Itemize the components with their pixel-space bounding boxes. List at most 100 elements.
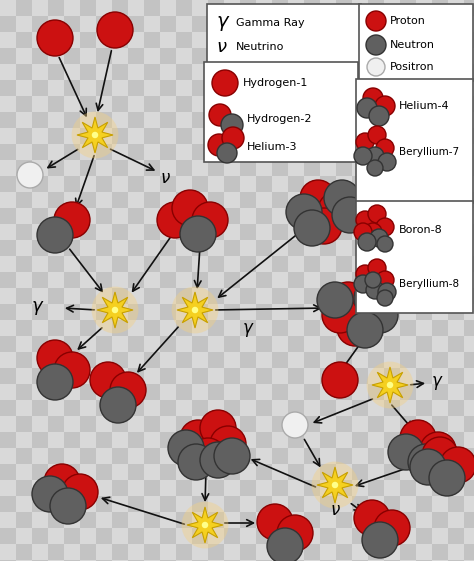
Bar (176, 272, 192, 288)
Bar (48, 416, 64, 432)
Bar (288, 0, 304, 16)
Bar (48, 288, 64, 304)
Circle shape (322, 297, 358, 333)
Text: $\gamma$: $\gamma$ (216, 13, 230, 33)
Bar (336, 208, 352, 224)
Bar (336, 224, 352, 240)
Bar (320, 384, 336, 400)
Bar (384, 528, 400, 544)
Circle shape (318, 192, 354, 228)
Circle shape (367, 58, 385, 76)
Polygon shape (317, 467, 353, 503)
Bar (256, 32, 272, 48)
Bar (320, 176, 336, 192)
Bar (144, 240, 160, 256)
Bar (64, 320, 80, 336)
Bar (160, 368, 176, 384)
Circle shape (368, 259, 386, 277)
Bar (96, 432, 112, 448)
Bar (16, 320, 32, 336)
Bar (384, 80, 400, 96)
Bar (112, 32, 128, 48)
Bar (400, 272, 416, 288)
Bar (0, 144, 16, 160)
Bar (0, 272, 16, 288)
Bar (352, 48, 368, 64)
Bar (288, 272, 304, 288)
Bar (64, 288, 80, 304)
Bar (144, 288, 160, 304)
Bar (112, 224, 128, 240)
Bar (288, 112, 304, 128)
Bar (176, 560, 192, 561)
Bar (224, 80, 240, 96)
FancyBboxPatch shape (356, 201, 473, 313)
Bar (32, 304, 48, 320)
Bar (352, 0, 368, 16)
Bar (32, 80, 48, 96)
Bar (416, 496, 432, 512)
Bar (432, 192, 448, 208)
Bar (416, 80, 432, 96)
Bar (384, 32, 400, 48)
Bar (384, 208, 400, 224)
Bar (208, 448, 224, 464)
Bar (256, 304, 272, 320)
Bar (336, 528, 352, 544)
Bar (64, 160, 80, 176)
Bar (448, 464, 464, 480)
Bar (96, 112, 112, 128)
Bar (224, 512, 240, 528)
Bar (224, 496, 240, 512)
Bar (320, 416, 336, 432)
Bar (16, 272, 32, 288)
Bar (96, 272, 112, 288)
Bar (192, 416, 208, 432)
Bar (224, 336, 240, 352)
Bar (304, 112, 320, 128)
Bar (304, 256, 320, 272)
Bar (0, 512, 16, 528)
Bar (288, 352, 304, 368)
Text: $\gamma$: $\gamma$ (242, 321, 254, 339)
Bar (32, 512, 48, 528)
Bar (336, 352, 352, 368)
Circle shape (157, 202, 193, 238)
Bar (144, 176, 160, 192)
Circle shape (172, 190, 208, 226)
Bar (352, 32, 368, 48)
Bar (256, 256, 272, 272)
Bar (352, 96, 368, 112)
Bar (112, 240, 128, 256)
Bar (144, 368, 160, 384)
Bar (368, 480, 384, 496)
Circle shape (368, 126, 386, 144)
Bar (112, 128, 128, 144)
Bar (384, 176, 400, 192)
Bar (176, 224, 192, 240)
Bar (112, 112, 128, 128)
Bar (368, 32, 384, 48)
Bar (272, 288, 288, 304)
Bar (32, 64, 48, 80)
Bar (192, 144, 208, 160)
Bar (368, 224, 384, 240)
Bar (64, 240, 80, 256)
Bar (384, 304, 400, 320)
Bar (144, 464, 160, 480)
Circle shape (440, 447, 474, 483)
Bar (64, 176, 80, 192)
Bar (160, 432, 176, 448)
Bar (64, 192, 80, 208)
Text: Helium-4: Helium-4 (399, 101, 450, 111)
Bar (416, 288, 432, 304)
Bar (448, 16, 464, 32)
Bar (304, 96, 320, 112)
Bar (128, 192, 144, 208)
Bar (16, 400, 32, 416)
Circle shape (168, 430, 204, 466)
Bar (80, 16, 96, 32)
Bar (416, 192, 432, 208)
Bar (464, 160, 474, 176)
Bar (432, 112, 448, 128)
